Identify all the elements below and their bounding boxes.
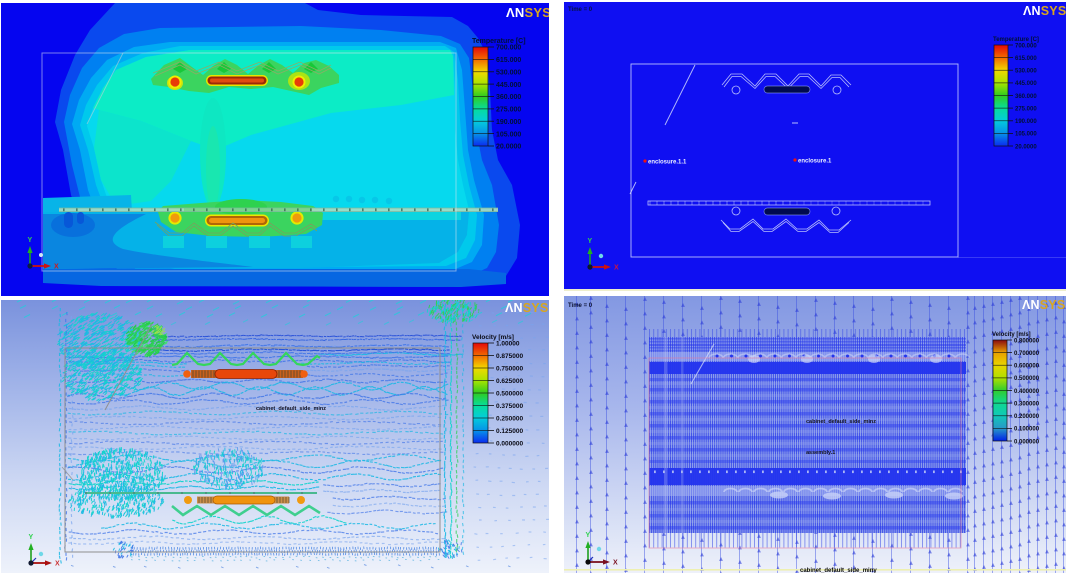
svg-text:assembly.1: assembly.1: [806, 450, 835, 456]
svg-text:190.000: 190.000: [1015, 119, 1037, 125]
svg-text:445.000: 445.000: [1015, 81, 1037, 87]
svg-text:Velocity [m/s]: Velocity [m/s]: [992, 332, 1031, 338]
svg-text:cabinet_default_side_miny: cabinet_default_side_miny: [800, 568, 877, 573]
svg-text:0.875000: 0.875000: [496, 353, 523, 360]
svg-text:275.000: 275.000: [496, 107, 521, 114]
svg-text:20.0000: 20.0000: [496, 144, 521, 151]
svg-text:190.000: 190.000: [496, 119, 521, 126]
svg-text:105.000: 105.000: [496, 131, 521, 138]
svg-text:ΛNSYS: ΛNSYS: [1023, 4, 1066, 18]
svg-text:0.600000: 0.600000: [1014, 364, 1040, 370]
svg-text:Time = 0: Time = 0: [568, 303, 593, 309]
svg-text:0.375000: 0.375000: [496, 403, 523, 410]
svg-text:enclosure.1.1: enclosure.1.1: [648, 160, 687, 166]
svg-text:275.000: 275.000: [1015, 106, 1037, 112]
svg-text:530.000: 530.000: [496, 69, 521, 76]
svg-text:cabinet_default_side_minz: cabinet_default_side_minz: [806, 419, 876, 425]
svg-text:360.000: 360.000: [1015, 94, 1037, 100]
svg-text:Temperature [C]: Temperature [C]: [993, 37, 1039, 43]
svg-text:Temperature [C]: Temperature [C]: [472, 38, 526, 45]
svg-text:105.000: 105.000: [1015, 132, 1037, 138]
svg-text:0.000000: 0.000000: [1014, 439, 1040, 445]
svg-text:Velocity [m/s]: Velocity [m/s]: [472, 334, 514, 341]
svg-text:0.250000: 0.250000: [496, 416, 523, 423]
svg-text:X: X: [55, 561, 60, 568]
svg-text:1.00000: 1.00000: [496, 341, 520, 348]
svg-text:360.000: 360.000: [496, 94, 521, 101]
svg-text:Time = 0: Time = 0: [568, 7, 593, 13]
svg-text:0.400000: 0.400000: [1014, 389, 1040, 395]
svg-text:530.000: 530.000: [1015, 69, 1037, 75]
svg-text:445.000: 445.000: [496, 82, 521, 89]
svg-text:Y: Y: [29, 534, 34, 541]
svg-text:700.000: 700.000: [1015, 43, 1037, 49]
svg-text:cabinet_default_side_minz: cabinet_default_side_minz: [256, 406, 326, 412]
svg-text:20.0000: 20.0000: [1015, 144, 1037, 150]
svg-text:0.700000: 0.700000: [1014, 351, 1040, 357]
svg-text:0.500000: 0.500000: [1014, 376, 1040, 382]
svg-text:ΛNSYS: ΛNSYS: [506, 5, 549, 20]
svg-text:700.000: 700.000: [496, 45, 521, 52]
svg-text:0.800000: 0.800000: [1014, 338, 1040, 344]
svg-text:0.200000: 0.200000: [1014, 414, 1040, 420]
svg-text:0.625000: 0.625000: [496, 378, 523, 385]
svg-text:Y: Y: [586, 532, 591, 539]
svg-text:X: X: [613, 560, 618, 567]
svg-text:0.750000: 0.750000: [496, 366, 523, 373]
svg-text:ΛNSYS: ΛNSYS: [1022, 298, 1065, 312]
svg-text:615.000: 615.000: [496, 57, 521, 64]
svg-text:Y: Y: [588, 238, 593, 245]
svg-text:615.000: 615.000: [1015, 56, 1037, 62]
svg-text:ΛNSYS: ΛNSYS: [505, 301, 548, 315]
svg-text:0.300000: 0.300000: [1014, 401, 1040, 407]
svg-text:0.500000: 0.500000: [496, 391, 523, 398]
svg-text:0.000000: 0.000000: [496, 441, 523, 448]
svg-text:enclosure.1: enclosure.1: [798, 159, 832, 165]
svg-text:X: X: [54, 264, 59, 271]
svg-text:0.100000: 0.100000: [1014, 427, 1040, 433]
svg-text:0.125000: 0.125000: [496, 428, 523, 435]
svg-text:Y: Y: [28, 237, 33, 244]
svg-text:X: X: [614, 265, 619, 272]
